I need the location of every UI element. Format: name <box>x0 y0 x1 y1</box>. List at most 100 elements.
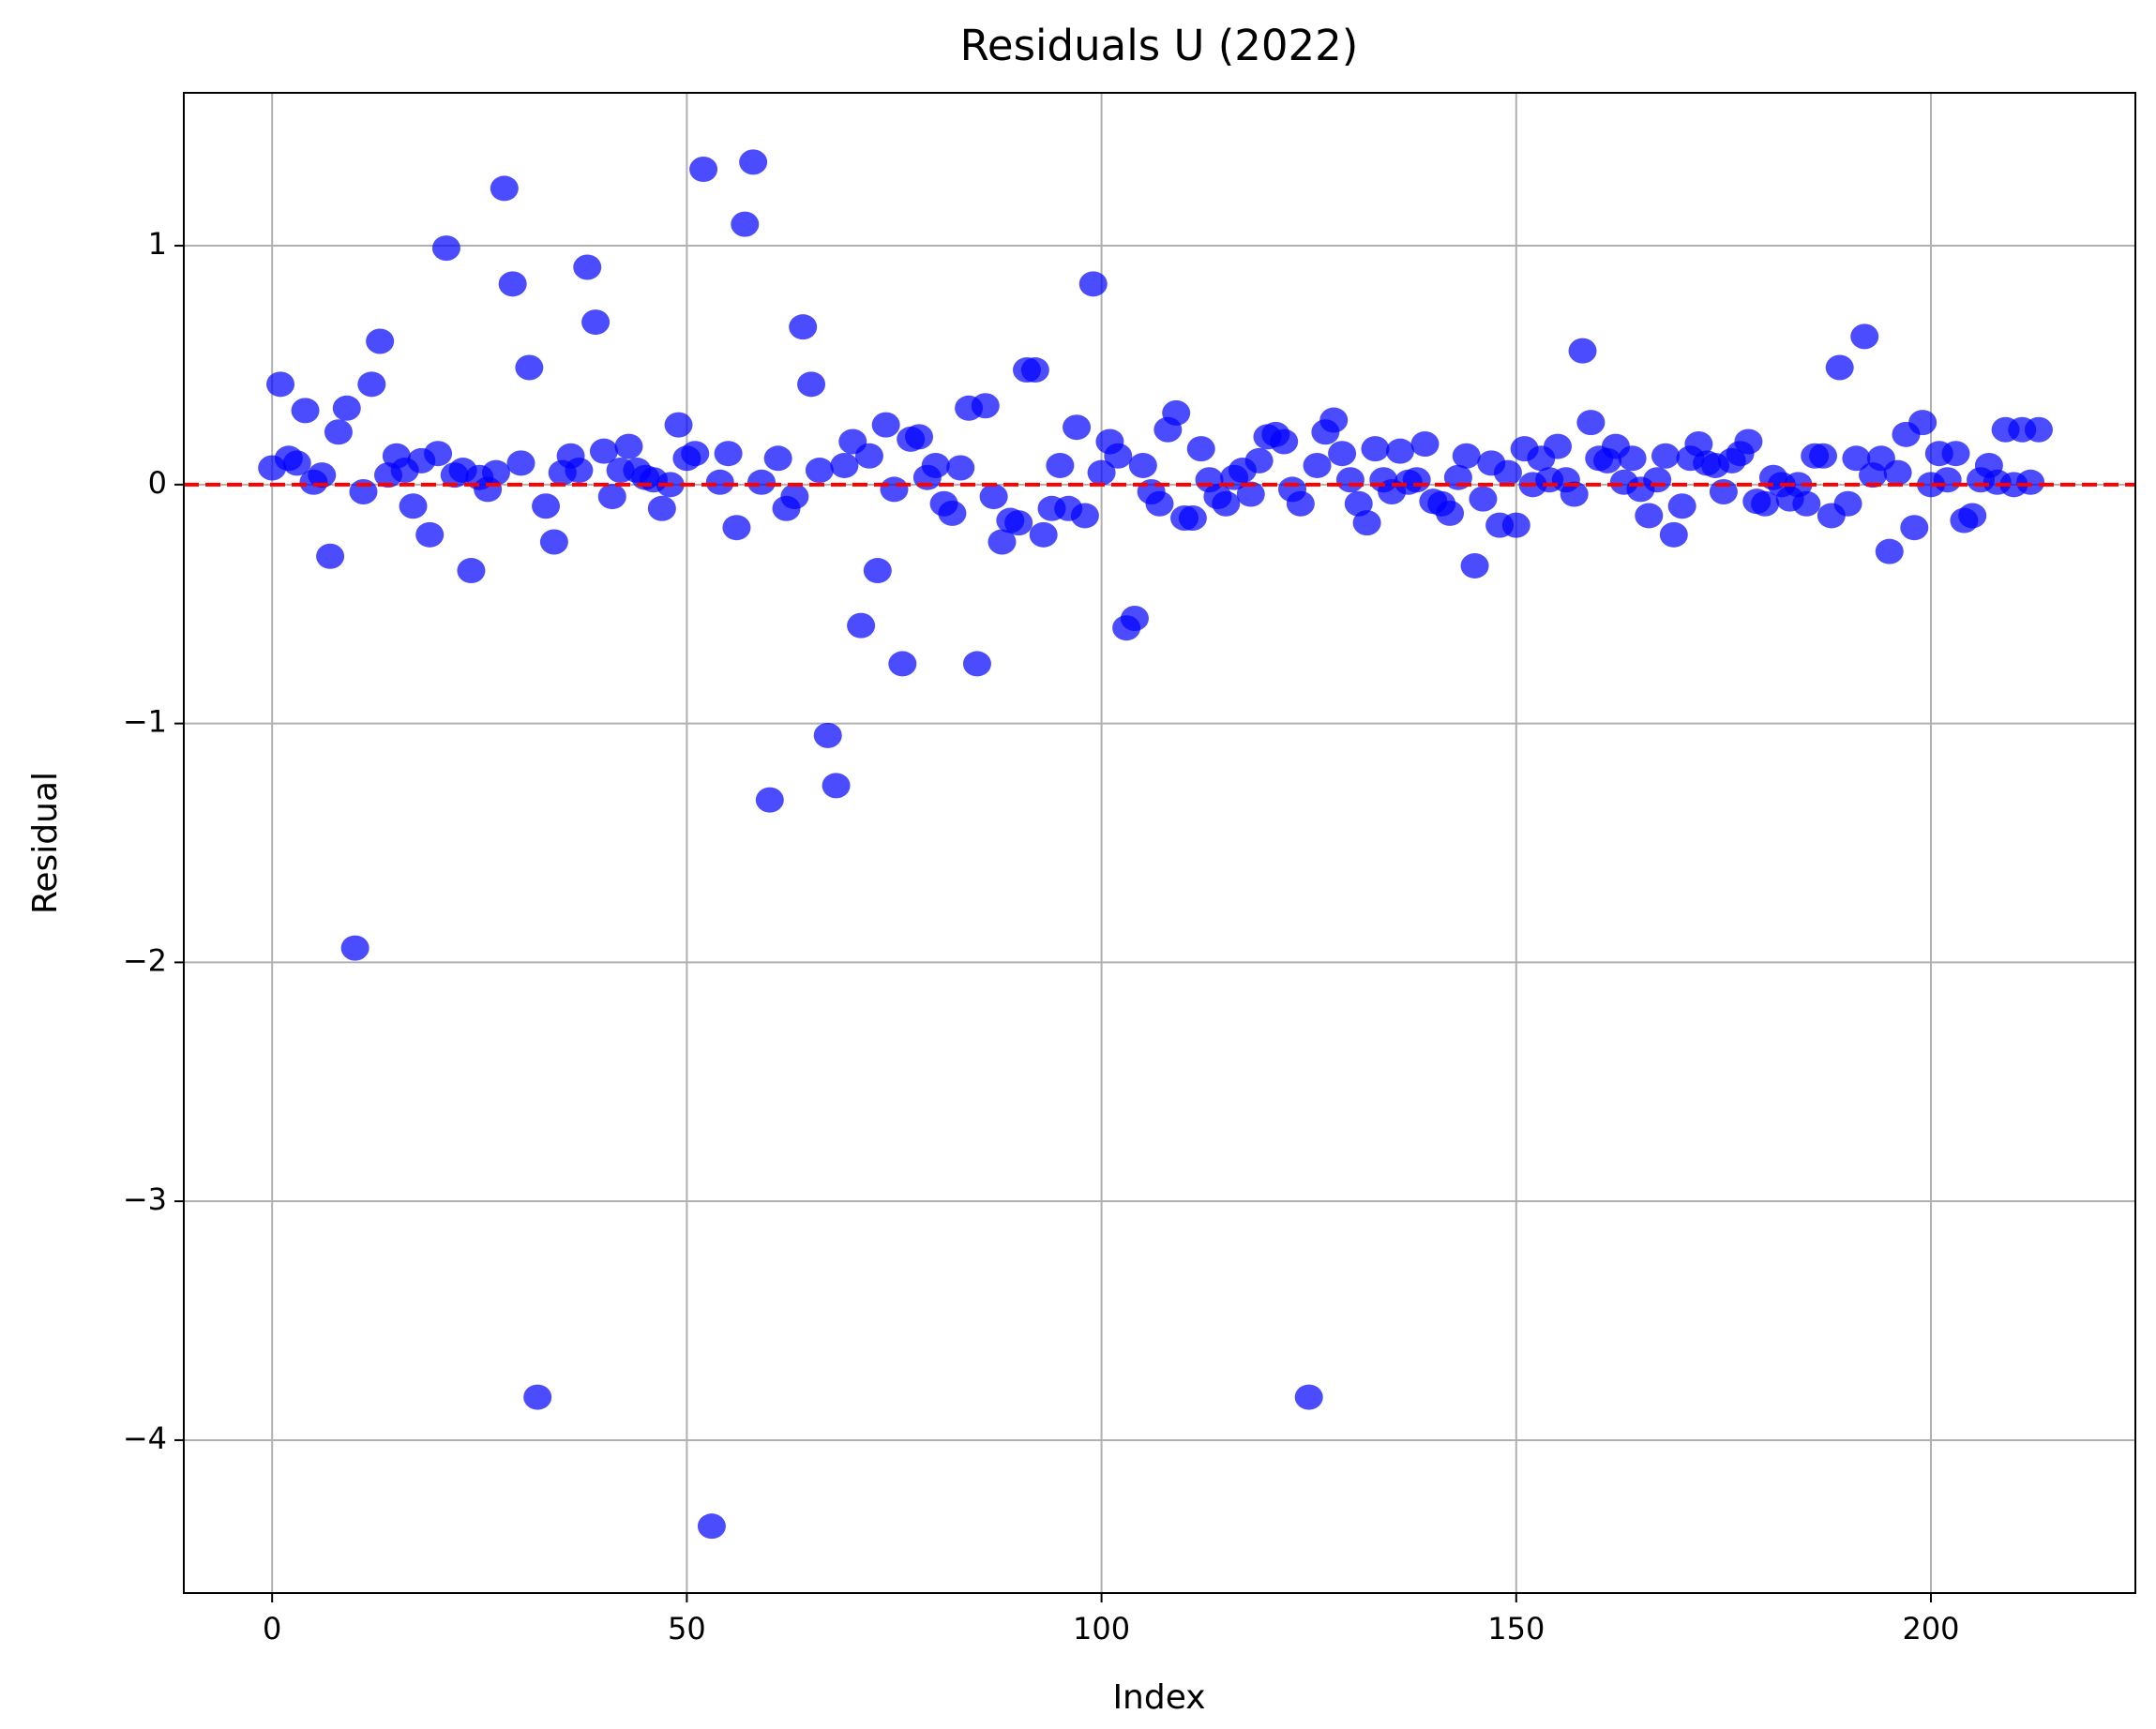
point <box>755 787 784 813</box>
point <box>1469 486 1498 512</box>
y-tick-label: −1 <box>123 704 167 740</box>
point <box>789 314 818 340</box>
point <box>1178 505 1207 532</box>
point <box>1004 510 1033 536</box>
point <box>316 543 345 569</box>
point <box>1568 338 1597 364</box>
point <box>689 157 718 183</box>
point <box>731 211 760 237</box>
point <box>1046 452 1075 478</box>
x-tick-label: 100 <box>1073 1611 1130 1646</box>
point <box>1344 490 1373 517</box>
point <box>697 1513 726 1540</box>
point <box>962 651 991 677</box>
point <box>399 493 428 519</box>
point <box>1941 441 1970 467</box>
point <box>581 309 611 336</box>
point <box>905 424 934 450</box>
point <box>1402 467 1431 493</box>
point <box>805 458 834 484</box>
point <box>291 398 320 424</box>
point <box>424 441 453 467</box>
point <box>1162 399 1191 426</box>
point <box>1352 510 1381 536</box>
point <box>266 371 295 398</box>
point <box>481 459 510 486</box>
x-tick-label: 150 <box>1487 1611 1545 1646</box>
point <box>1294 1384 1323 1410</box>
point <box>1286 490 1315 517</box>
point <box>1385 438 1414 464</box>
point <box>565 458 594 484</box>
point <box>830 452 859 478</box>
point <box>1544 433 1573 459</box>
point <box>1833 490 1862 517</box>
point <box>308 462 337 489</box>
point <box>854 443 883 469</box>
x-axis-label: Index <box>1112 1678 1205 1717</box>
point <box>1128 452 1157 478</box>
point <box>888 651 917 677</box>
point <box>1063 414 1092 441</box>
point <box>1842 445 1871 472</box>
point <box>1751 490 1780 517</box>
point <box>490 175 519 202</box>
x-tick-label: 200 <box>1902 1611 1959 1646</box>
point <box>746 469 776 495</box>
point <box>1825 354 1854 381</box>
point <box>515 354 544 381</box>
point <box>1734 428 1763 455</box>
point <box>722 515 751 541</box>
point <box>1303 452 1332 478</box>
y-tick-label: 1 <box>148 226 167 262</box>
point <box>1087 459 1116 486</box>
point <box>332 395 361 421</box>
y-tick-label: −2 <box>123 942 167 978</box>
point <box>366 328 395 354</box>
point <box>573 254 602 280</box>
point <box>739 149 768 175</box>
point <box>813 722 842 748</box>
point <box>1120 606 1149 632</box>
point <box>539 529 568 555</box>
point <box>1328 441 1357 467</box>
point <box>2016 469 2045 495</box>
point <box>324 419 353 445</box>
point <box>1319 407 1349 433</box>
point <box>1809 443 1838 469</box>
point <box>1900 515 1929 541</box>
point <box>1684 431 1713 458</box>
y-axis-label: Residual <box>26 772 65 914</box>
point <box>340 935 369 961</box>
point <box>1436 500 1465 526</box>
point <box>971 393 1000 419</box>
point <box>647 495 676 521</box>
point <box>921 452 950 478</box>
point <box>589 438 618 464</box>
point <box>1361 436 1390 462</box>
point <box>357 371 386 398</box>
point <box>1501 512 1530 538</box>
point <box>1029 521 1058 548</box>
point <box>1933 467 1962 493</box>
point <box>664 412 693 438</box>
point <box>1335 467 1364 493</box>
point <box>597 484 626 510</box>
point <box>1460 552 1489 579</box>
point <box>1958 503 1987 529</box>
point <box>1452 443 1481 469</box>
chart-title: Residuals U (2022) <box>960 21 1359 70</box>
point <box>1070 503 1099 529</box>
point <box>1875 538 1904 564</box>
point <box>1020 357 1049 383</box>
point <box>1784 472 1813 498</box>
point <box>847 612 876 639</box>
point <box>979 484 1008 510</box>
point <box>1145 490 1174 517</box>
x-tick-label: 50 <box>668 1611 706 1646</box>
point <box>1212 490 1241 517</box>
point <box>1186 436 1215 462</box>
point <box>1850 323 1879 350</box>
point <box>822 773 851 799</box>
